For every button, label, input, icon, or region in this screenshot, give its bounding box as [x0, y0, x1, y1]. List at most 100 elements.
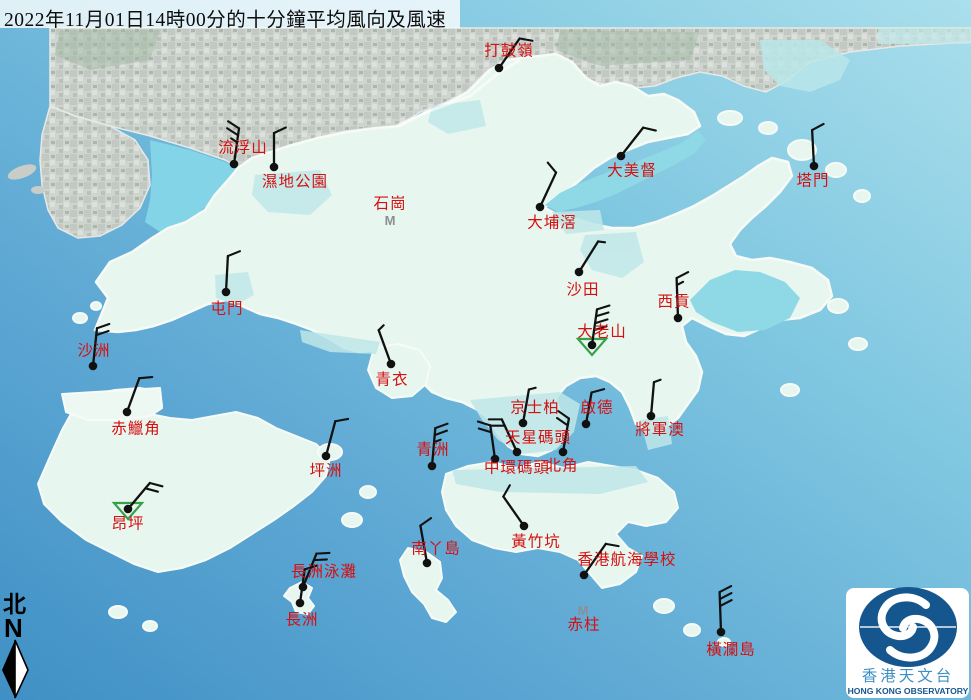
station-dot [558, 447, 568, 457]
station-tatescairn [575, 304, 611, 357]
station-dot [673, 313, 683, 323]
station-dot [574, 267, 584, 277]
station-shachau [88, 322, 111, 371]
tolo-harbour [545, 130, 706, 212]
station-wongchukhang [502, 484, 529, 531]
north-compass: 北 N [2, 592, 29, 699]
wind-barb-shaft [538, 171, 558, 209]
wind-barb-tick [594, 311, 610, 318]
wind-barb-tick [718, 585, 733, 594]
port-shelter [690, 270, 800, 332]
station-dot [494, 63, 504, 73]
wind-barb-tick [527, 386, 537, 391]
missing-data-marker: M [385, 213, 396, 228]
wind-barb-shaft [561, 417, 571, 454]
station-dot [518, 418, 528, 428]
station-dot [519, 521, 529, 531]
wind-barb-tick [95, 329, 110, 337]
station-dot [386, 359, 396, 369]
border-river [395, 58, 521, 128]
wind-barb-tick [95, 322, 111, 330]
wind-barb-tick [652, 378, 662, 384]
wind-barb-shaft [224, 254, 230, 294]
station-laufaushan [226, 120, 241, 169]
station-takwuling [494, 37, 534, 73]
station-saikung [673, 271, 690, 323]
station-northpoint [555, 410, 571, 457]
station-dot [587, 340, 597, 350]
islands [37, 110, 871, 647]
wind-barb-tick [502, 484, 511, 498]
station-dot [123, 504, 133, 514]
wind-barb-shaft [584, 391, 593, 426]
station-dot [427, 461, 437, 471]
wind-barb-shaft [502, 495, 526, 528]
missing-data-marker: M [578, 603, 589, 618]
station-dot [422, 558, 432, 568]
station-cheklapkok [122, 375, 154, 417]
wind-barb-shaft [582, 542, 607, 577]
deep-bay [145, 140, 238, 232]
station-taimeituk [616, 126, 657, 161]
wind-barb-tick [597, 240, 607, 244]
new-territories-land [93, 52, 834, 458]
wind-barb-tick [334, 417, 350, 423]
station-dot [88, 361, 98, 371]
wind-barb-tick [604, 542, 620, 548]
shenzhen-land [7, 27, 971, 239]
wind-barb-tick [557, 410, 570, 420]
wind-barb-shaft [497, 37, 521, 70]
station-dot [579, 570, 589, 580]
station-dot [321, 451, 331, 461]
wind-barb-tick [476, 420, 492, 427]
station-taipokau [535, 161, 558, 212]
wind-barb-shaft [324, 420, 337, 458]
station-dot [616, 151, 626, 161]
wind-barb-shaft [125, 377, 141, 414]
wind-barb-tick [144, 487, 159, 493]
wind-barb-tick [594, 318, 609, 325]
station-kaitak [581, 388, 606, 429]
station-dot [512, 447, 522, 457]
wind-barb-tick [227, 120, 241, 130]
wind-barb-tick [148, 481, 164, 488]
station-wetlandpark [269, 126, 287, 172]
compass-n-label: N [4, 613, 23, 643]
wind-barb-tick [434, 422, 449, 430]
station-tapmun [809, 122, 825, 171]
station-greenisland [427, 422, 449, 471]
wind-barb-tick [303, 564, 319, 571]
wind-barb-tick [675, 280, 685, 287]
wind-barb-tick [377, 324, 385, 332]
station-tsingyi [377, 324, 396, 369]
station-dot [221, 287, 231, 297]
wind-barb-shaft [298, 568, 306, 605]
wind-barb-shaft [577, 240, 600, 274]
wind-barb-tick [595, 304, 611, 311]
wind-barb-tick [312, 558, 328, 562]
station-tuenmun [221, 250, 241, 297]
station-kingspark [518, 386, 537, 428]
station-dot [295, 598, 305, 608]
wind-barb-tick [226, 250, 241, 258]
wind-barb-shaft [419, 524, 429, 565]
station-dot [716, 627, 726, 637]
wind-barb-tick [477, 427, 493, 434]
wind-barb-tick [230, 137, 239, 144]
map-title: 2022年11月01日14時00分的十分鐘平均風向及風速 [0, 0, 461, 31]
wind-barb-shaft [126, 481, 152, 511]
wind-barb-tick [315, 551, 331, 555]
wind-barb-tick [593, 325, 608, 332]
station-waglan [716, 585, 733, 637]
wind-barb-tick [811, 122, 825, 132]
station-pengchau [321, 417, 350, 461]
wind-barb-shaft [810, 128, 816, 168]
wind-barb-tick [718, 592, 733, 601]
wind-barb-tick [719, 599, 733, 608]
station-dot [229, 159, 239, 169]
station-dot [581, 419, 591, 429]
station-lamma [419, 517, 433, 568]
station-shatin [574, 240, 607, 277]
compass-chinese-label: 北 [3, 592, 26, 617]
